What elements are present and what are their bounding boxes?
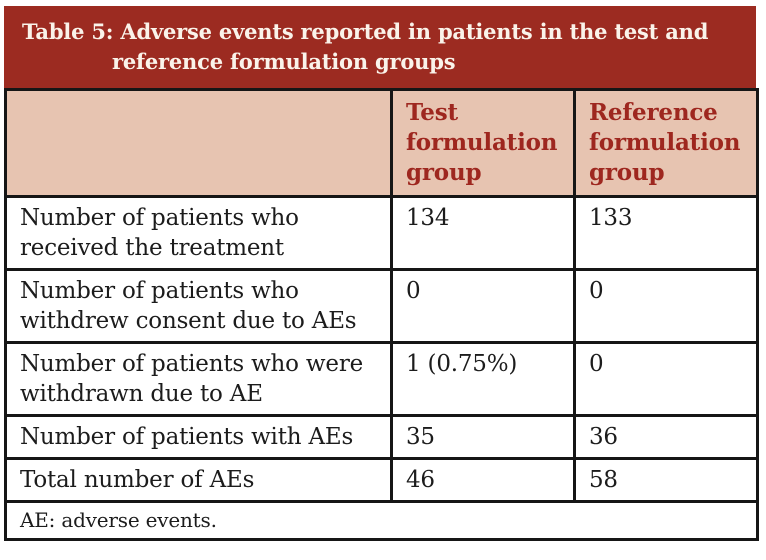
footnote-cell: AE: adverse events.: [4, 500, 759, 541]
table-row: Number of patients who received the trea…: [4, 195, 759, 271]
row-label-cell: Total number of AEs: [4, 457, 393, 503]
table-title-line-2: reference formulation groups: [112, 49, 456, 74]
test-value-cell: 35: [390, 414, 576, 460]
row-label-cell: Number of patients who withdrew consent …: [4, 268, 393, 344]
table-figure: Table 5: Adverse events reported in pati…: [4, 6, 759, 541]
reference-value-cell: 0: [573, 268, 759, 344]
table-row: Total number of AEs 46 58: [4, 457, 759, 503]
test-value-cell: 1 (0.75%): [390, 341, 576, 417]
row-label-cell: Number of patients who were withdrawn du…: [4, 341, 393, 417]
test-value-cell: 46: [390, 457, 576, 503]
header-row: Test formulation group Reference formula…: [4, 88, 759, 198]
table-row: Number of patients who withdrew consent …: [4, 268, 759, 344]
table-title-bar: Table 5: Adverse events reported in pati…: [4, 6, 756, 88]
test-value-cell: 134: [390, 195, 576, 271]
header-cell-reference-group: Reference formulation group: [573, 88, 759, 198]
table-row: Number of patients who were withdrawn du…: [4, 341, 759, 417]
header-cell-test-group: Test formulation group: [390, 88, 576, 198]
header-cell-empty: [4, 88, 393, 198]
table-row: Number of patients with AEs 35 36: [4, 414, 759, 460]
reference-value-cell: 0: [573, 341, 759, 417]
reference-value-cell: 133: [573, 195, 759, 271]
adverse-events-table: Test formulation group Reference formula…: [4, 88, 759, 541]
reference-value-cell: 58: [573, 457, 759, 503]
row-label-cell: Number of patients with AEs: [4, 414, 393, 460]
table-body: Number of patients who received the trea…: [4, 195, 759, 541]
test-value-cell: 0: [390, 268, 576, 344]
row-label-cell: Number of patients who received the trea…: [4, 195, 393, 271]
table-header: Test formulation group Reference formula…: [4, 88, 759, 198]
footnote-row: AE: adverse events.: [4, 500, 759, 541]
reference-value-cell: 36: [573, 414, 759, 460]
table-title-line-1: Table 5: Adverse events reported in pati…: [22, 19, 709, 44]
